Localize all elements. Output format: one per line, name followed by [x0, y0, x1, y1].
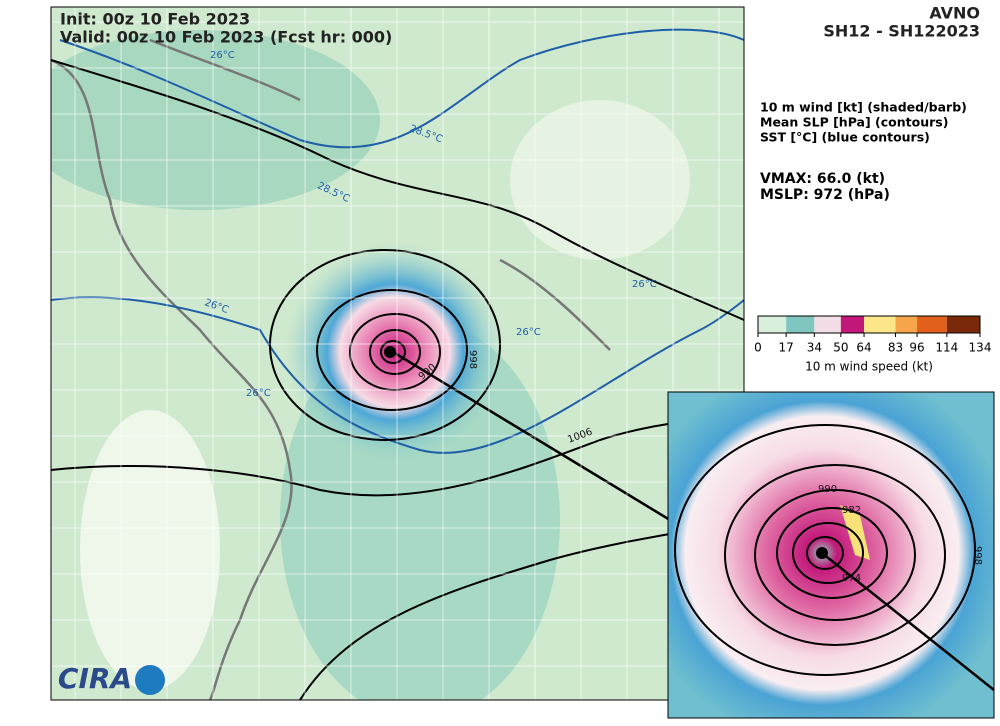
- colorbar-segment: [917, 316, 947, 333]
- storm-center: [816, 547, 828, 559]
- wind-shade: [510, 100, 690, 260]
- map-label: 26°C: [632, 279, 657, 290]
- grid: [51, 7, 744, 700]
- inset-label: 990: [818, 484, 837, 495]
- map-shape: [380, 340, 406, 364]
- map-shape: [792, 522, 864, 584]
- inset-map: [668, 392, 994, 718]
- logo: CIRA: [58, 662, 132, 695]
- inset-label: 998: [972, 546, 983, 565]
- coastline: [149, 38, 611, 351]
- colorbar-segment: [895, 316, 918, 333]
- map-label: 26°C: [516, 327, 541, 338]
- slp-contours: [51, 59, 744, 700]
- main-map: [51, 7, 744, 700]
- colorbar-tick-label: 50: [833, 341, 848, 355]
- colorbar-label: 10 m wind speed (kt): [805, 360, 933, 374]
- map-shape: [674, 424, 976, 676]
- map-shape: [51, 409, 744, 497]
- valid-time: Valid: 00z 10 Feb 2023 (Fcst hr: 000): [60, 28, 392, 47]
- map-shape: [269, 249, 501, 441]
- colorbar-segment: [840, 316, 865, 333]
- legend-line: 10 m wind [kt] (shaded/barb): [760, 100, 967, 115]
- colorbar-tick-label: 114: [935, 341, 958, 355]
- colorbar-tick-label: 96: [909, 341, 924, 355]
- map-label: 998: [467, 350, 478, 369]
- model: AVNO: [929, 4, 980, 23]
- storm-id: SH12 - SH122023: [823, 22, 980, 41]
- map-frame: [50, 6, 745, 701]
- colorbar-frame: [757, 315, 981, 334]
- wind-shade: [80, 410, 220, 690]
- storm-center: [384, 346, 396, 358]
- colorbar-segment: [814, 316, 841, 333]
- colorbar-tick-label: 134: [969, 341, 992, 355]
- logo-badge: [135, 665, 165, 695]
- colorbar-segment: [946, 316, 980, 333]
- map-shape: [806, 536, 844, 570]
- legend-line: SST [°C] (blue contours): [760, 130, 930, 145]
- legend-line: Mean SLP [hPa] (contours): [760, 115, 948, 130]
- colorbar-tick-label: 83: [888, 341, 903, 355]
- colorbar-tick-label: 0: [754, 341, 762, 355]
- inset-frame: [667, 391, 995, 719]
- colorbar-tick-label: 17: [779, 341, 794, 355]
- colorbar-tick-label: 34: [807, 341, 822, 355]
- mslp: MSLP: 972 (hPa): [760, 187, 890, 203]
- map-shape: [754, 489, 916, 621]
- colorbar-segment: [864, 316, 896, 333]
- map-label: 26°C: [210, 50, 235, 61]
- colorbar-tick-label: 64: [856, 341, 871, 355]
- wind-shade: [51, 30, 380, 210]
- init-time: Init: 00z 10 Feb 2023: [60, 10, 250, 29]
- map-shape: [316, 289, 468, 411]
- map-label: 26°C: [246, 388, 271, 399]
- storm-shade: [668, 392, 994, 718]
- inset-label: 982: [842, 505, 861, 516]
- map-shape: [776, 507, 888, 599]
- vmax: VMAX: 66.0 (kt): [760, 171, 885, 187]
- colorbar-segment: [786, 316, 815, 333]
- colorbar-segment: [758, 316, 787, 333]
- slp-contours: [674, 424, 976, 676]
- track: [821, 552, 994, 691]
- sst-contour: [51, 28, 744, 454]
- map-shape: [51, 59, 744, 321]
- map-shape: [369, 329, 421, 375]
- map-shape: [724, 464, 946, 646]
- inset-label: 974: [842, 573, 861, 584]
